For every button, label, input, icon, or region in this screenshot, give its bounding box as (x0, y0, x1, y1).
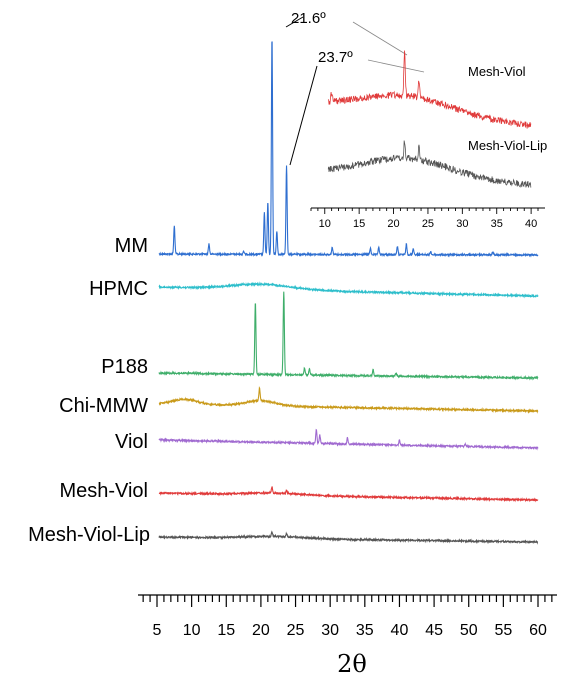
inset-panel: Mesh-Viol Mesh-Viol-Lip 10 15 20 25 30 35 40 (310, 50, 547, 230)
trace-label-mesh-viol: Mesh-Viol (59, 480, 148, 502)
annotation-leader (285, 16, 304, 28)
trace-mm (158, 41, 539, 258)
inset-tick-label: 20 (387, 218, 399, 230)
peak-annotation-label: 23.7º (318, 49, 353, 66)
trace-p188 (158, 291, 539, 381)
x-tick-label: 25 (287, 622, 305, 639)
x-tick-label: 45 (425, 622, 443, 639)
x-tick-label: 20 (252, 622, 270, 639)
x-tick-label: 15 (217, 622, 235, 639)
inset-label-mesh-viol: Mesh-Viol (468, 64, 526, 79)
trace-label-p188: P188 (101, 356, 148, 378)
trace-labels: MM HPMC P188 Chi-MMW Viol Mesh-Viol Mesh-Viol-… (28, 235, 150, 546)
trace-mesh-viol-lip (158, 530, 539, 545)
trace-label-hpmc: HPMC (89, 278, 148, 300)
x-tick-label: 60 (529, 622, 547, 639)
trace-hpmc (158, 281, 539, 299)
inset-tick-label: 40 (525, 218, 537, 230)
annotation-leader-inset (367, 59, 425, 73)
trace-label-mm: MM (115, 235, 148, 257)
inset-tick-label: 15 (353, 218, 365, 230)
trace-viol (158, 428, 539, 451)
inset-tick-label: 30 (456, 218, 468, 230)
trace-label-mesh-viol-lip: Mesh-Viol-Lip (28, 524, 150, 546)
inset-label-mesh-viol-lip: Mesh-Viol-Lip (468, 138, 547, 153)
peak-annotation-label: 21.6º (291, 10, 326, 27)
x-tick-label: 40 (391, 622, 409, 639)
inset-tick-label: 35 (491, 218, 503, 230)
x-tick-label: 5 (153, 622, 162, 639)
x-tick-label: 35 (356, 622, 374, 639)
x-tick-label: 10 (183, 622, 201, 639)
trace-label-chi-mmw: Chi-MMW (59, 395, 148, 417)
annotation-leader-inset (352, 21, 408, 56)
inset-trace-mesh-viol (327, 50, 532, 129)
annotation-leader (289, 65, 318, 166)
x-tick-label: 55 (494, 622, 512, 639)
x-tick-label: 50 (460, 622, 478, 639)
inset-tick-label: 25 (422, 218, 434, 230)
diffractogram-traces (158, 41, 539, 545)
inset-tick-label: 10 (319, 218, 331, 230)
inset-trace-mesh-viol-lip (327, 140, 532, 188)
trace-mesh-viol (158, 486, 539, 503)
trace-chi-mmw (158, 386, 539, 414)
peak-annotations: 21.6º 23.7º (285, 10, 425, 166)
x-axis: 5 10 15 20 25 30 35 40 45 50 55 60 (138, 594, 557, 639)
trace-label-viol: Viol (115, 431, 148, 453)
x-tick-label: 30 (321, 622, 339, 639)
x-axis-title: 2θ (337, 650, 367, 678)
